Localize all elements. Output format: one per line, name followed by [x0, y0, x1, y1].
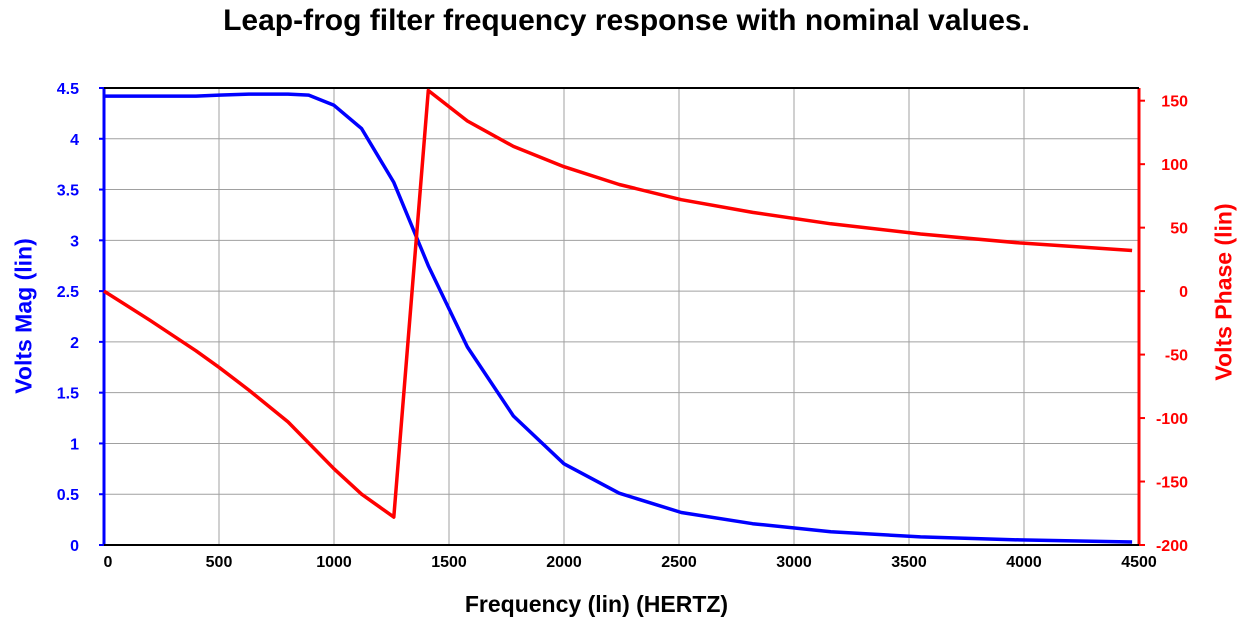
y-left-tick-label: 0.5 — [57, 487, 79, 504]
y-right-tick-label: -200 — [1156, 538, 1188, 555]
y-right-tick-label: -50 — [1165, 348, 1188, 365]
x-tick-label: 3000 — [776, 554, 812, 571]
y-right-tick-label: 100 — [1161, 157, 1188, 174]
series-phase-line — [103, 88, 1133, 519]
y-left-tick-label: 2.5 — [57, 284, 79, 301]
y-left-tick-label: 2 — [70, 335, 79, 352]
x-tick-label: 4000 — [1006, 554, 1042, 571]
x-tick-label: 1000 — [316, 554, 352, 571]
chart-title: Leap-frog filter frequency response with… — [223, 4, 1030, 37]
y-left-tick-label: 4.5 — [57, 81, 79, 98]
x-tick-label: 3500 — [891, 554, 927, 571]
y-left-tick-label: 1 — [70, 436, 79, 453]
y-right-tick-label: -100 — [1156, 411, 1188, 428]
y-right-tick-label: 50 — [1170, 221, 1188, 238]
x-tick-label: 1500 — [431, 554, 467, 571]
grid — [104, 87, 1139, 545]
x-tick-label: 2500 — [661, 554, 697, 571]
y-left-tick-label: 1.5 — [57, 386, 79, 403]
y-axis-left-label: Volts Mag (lin) — [10, 238, 37, 394]
y-left-tick-label: 3 — [70, 233, 79, 250]
x-tick-label: 2000 — [546, 554, 582, 571]
x-tick-label: 0 — [104, 554, 113, 571]
x-tick-label: 500 — [206, 554, 233, 571]
x-tick-label: 4500 — [1121, 554, 1157, 571]
y-left-tick-label: 3.5 — [57, 183, 79, 200]
axes — [102, 87, 1141, 546]
x-axis-label: Frequency (lin) (HERTZ) — [464, 591, 729, 617]
y-right-tick-label: 150 — [1161, 94, 1188, 111]
y-axis-right-label: Volts Phase (lin) — [1210, 203, 1237, 381]
y-right-tick-label: -150 — [1156, 475, 1188, 492]
y-right-tick-label: 0 — [1179, 284, 1188, 301]
ticks: 0 500 1000 1500 2000 2500 3000 3500 4000 450000.5… — [57, 81, 1188, 571]
series-magnitude-line — [104, 92, 1133, 544]
series-lines — [103, 88, 1133, 544]
y-left-tick-label: 0 — [70, 538, 79, 555]
y-left-tick-label: 4 — [70, 132, 79, 149]
